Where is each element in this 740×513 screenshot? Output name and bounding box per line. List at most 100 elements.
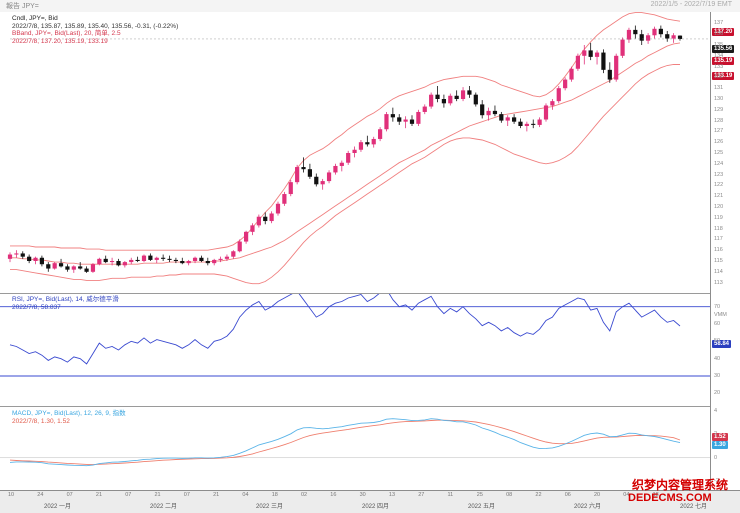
- price-axis-tick: 128: [714, 117, 724, 124]
- time-axis-day: 21: [154, 492, 161, 498]
- candle-up: [231, 251, 236, 257]
- price-pane[interactable]: Cndl, JPY=, Bid 2022/7/8, 135.87, 135.89…: [0, 12, 710, 293]
- pane-divider[interactable]: [0, 406, 740, 407]
- pane-divider[interactable]: [0, 293, 740, 294]
- candle-down: [607, 69, 612, 80]
- time-axis-day: 30: [359, 492, 366, 498]
- time-axis-day: 07: [183, 492, 190, 498]
- time-axis-day: 22: [535, 492, 542, 498]
- price-axis-tick: 127: [714, 128, 724, 135]
- watermark-en: DEDECMS.COM: [628, 492, 712, 504]
- time-axis-day: 08: [506, 492, 513, 498]
- macd-pane[interactable]: MACD, JPY=, Bid(Last), 12, 26, 9, 指数 202…: [0, 407, 710, 490]
- candle-down: [588, 50, 593, 57]
- legend-bband-title: BBand, JPY=, Bid(Last), 20, 简单, 2.5: [12, 30, 121, 37]
- price-axis-tick: 120: [714, 204, 724, 210]
- candle-down: [148, 255, 153, 260]
- candle-up: [671, 35, 676, 39]
- rsi-axis-tick: 50: [714, 338, 721, 345]
- candle-up: [243, 231, 249, 242]
- candle-up: [620, 39, 625, 56]
- candle-down: [161, 257, 166, 259]
- value-axis[interactable]: 137.20 135.56 135.19 133.19 VMM 58.84 1.…: [710, 12, 740, 490]
- time-axis-day: 18: [652, 492, 659, 498]
- candle-up: [582, 50, 587, 56]
- legend-macd-values: 2022/7/8, 1.30, 1.52: [12, 417, 70, 425]
- candle-up: [403, 119, 408, 122]
- candle-up: [109, 261, 115, 263]
- legend-rsi-values: 2022/7/8, 58.837: [12, 303, 61, 311]
- time-axis-day: 27: [418, 492, 425, 498]
- price-axis-tick: 124: [714, 160, 724, 167]
- legend-rsi-title: RSI, JPY=, Bid(Last), 14, 威尔德平滑: [12, 296, 119, 303]
- candle-down: [639, 34, 644, 41]
- time-axis-day: 25: [476, 492, 483, 498]
- candle-down: [658, 28, 663, 35]
- candle-down: [365, 142, 370, 145]
- candle-down: [441, 99, 447, 104]
- price-badge-lower: 133.19: [712, 72, 735, 80]
- rsi-axis-tick: 70: [714, 303, 721, 310]
- candle-up: [486, 110, 491, 116]
- candle-up: [575, 55, 581, 69]
- candle-up: [250, 225, 255, 232]
- price-axis-tick: 137: [714, 20, 724, 27]
- candle-down: [65, 266, 70, 270]
- price-axis-tick: 130: [714, 96, 724, 102]
- candle-up: [71, 266, 76, 270]
- candle-down: [409, 119, 415, 124]
- macd-legend: MACD, JPY=, Bid(Last), 12, 26, 9, 指数 202…: [12, 410, 126, 425]
- price-axis-tick: 131: [714, 85, 724, 92]
- time-axis-day: 04: [623, 492, 630, 498]
- time-axis-day: 04: [242, 492, 249, 498]
- candle-up: [594, 52, 600, 57]
- window-timestamp: 2022/1/5 - 2022/7/19 EMT: [650, 1, 732, 8]
- candle-up: [7, 254, 13, 259]
- candle-up: [537, 119, 542, 125]
- macd-signal-line: [9, 419, 681, 466]
- time-axis[interactable]: 10 24 07 21 07 21 07 21 04 18 02 16 30 13 27 11 25 08 22 06…: [0, 490, 740, 513]
- rsi-legend: RSI, JPY=, Bid(Last), 14, 威尔德平滑 2022/7/8…: [12, 296, 119, 311]
- candle-up: [339, 162, 344, 166]
- candle-up: [14, 253, 19, 255]
- time-axis-month: 2022 六月: [574, 504, 602, 510]
- candle-up: [192, 257, 198, 261]
- price-axis-tick: 113: [714, 279, 723, 286]
- price-badge-upper: 137.20: [712, 28, 735, 36]
- rsi-chart[interactable]: [0, 294, 710, 406]
- candle-down: [205, 261, 210, 264]
- price-chart[interactable]: [0, 12, 710, 293]
- candle-up: [556, 88, 561, 102]
- candle-down: [665, 34, 670, 39]
- candle-down: [58, 263, 64, 267]
- candle-down: [390, 114, 395, 118]
- candle-down: [601, 52, 606, 70]
- macd-chart[interactable]: [0, 407, 710, 490]
- candle-up: [295, 167, 300, 183]
- candle-up: [448, 95, 453, 104]
- candle-up: [645, 35, 651, 41]
- time-axis-day: 10: [8, 492, 15, 498]
- time-axis-day: 11: [447, 492, 454, 498]
- rsi-pane[interactable]: RSI, JPY=, Bid(Last), 14, 威尔德平滑 2022/7/8…: [0, 294, 710, 406]
- candle-down: [473, 94, 478, 105]
- candle-down: [518, 121, 523, 126]
- candle-up: [52, 263, 57, 269]
- macd-axis-tick: 2: [714, 431, 718, 438]
- price-badge-last: 135.56: [712, 45, 735, 53]
- candle-up: [371, 138, 376, 145]
- candle-down: [633, 29, 638, 35]
- candle-down: [492, 110, 498, 115]
- price-axis-tick: 123: [714, 171, 724, 178]
- candle-down: [467, 90, 472, 95]
- rsi-line: [9, 294, 681, 365]
- time-axis-month: 2022 二月: [150, 504, 178, 510]
- candle-down: [180, 261, 185, 264]
- candle-up: [460, 90, 466, 99]
- candle-down: [263, 216, 268, 222]
- candle-up: [186, 261, 191, 264]
- candle-down: [499, 114, 504, 121]
- legend-macd-title: MACD, JPY=, Bid(Last), 12, 26, 9, 指数: [12, 410, 126, 417]
- time-axis-day: 20: [594, 492, 601, 498]
- candle-up: [416, 111, 421, 124]
